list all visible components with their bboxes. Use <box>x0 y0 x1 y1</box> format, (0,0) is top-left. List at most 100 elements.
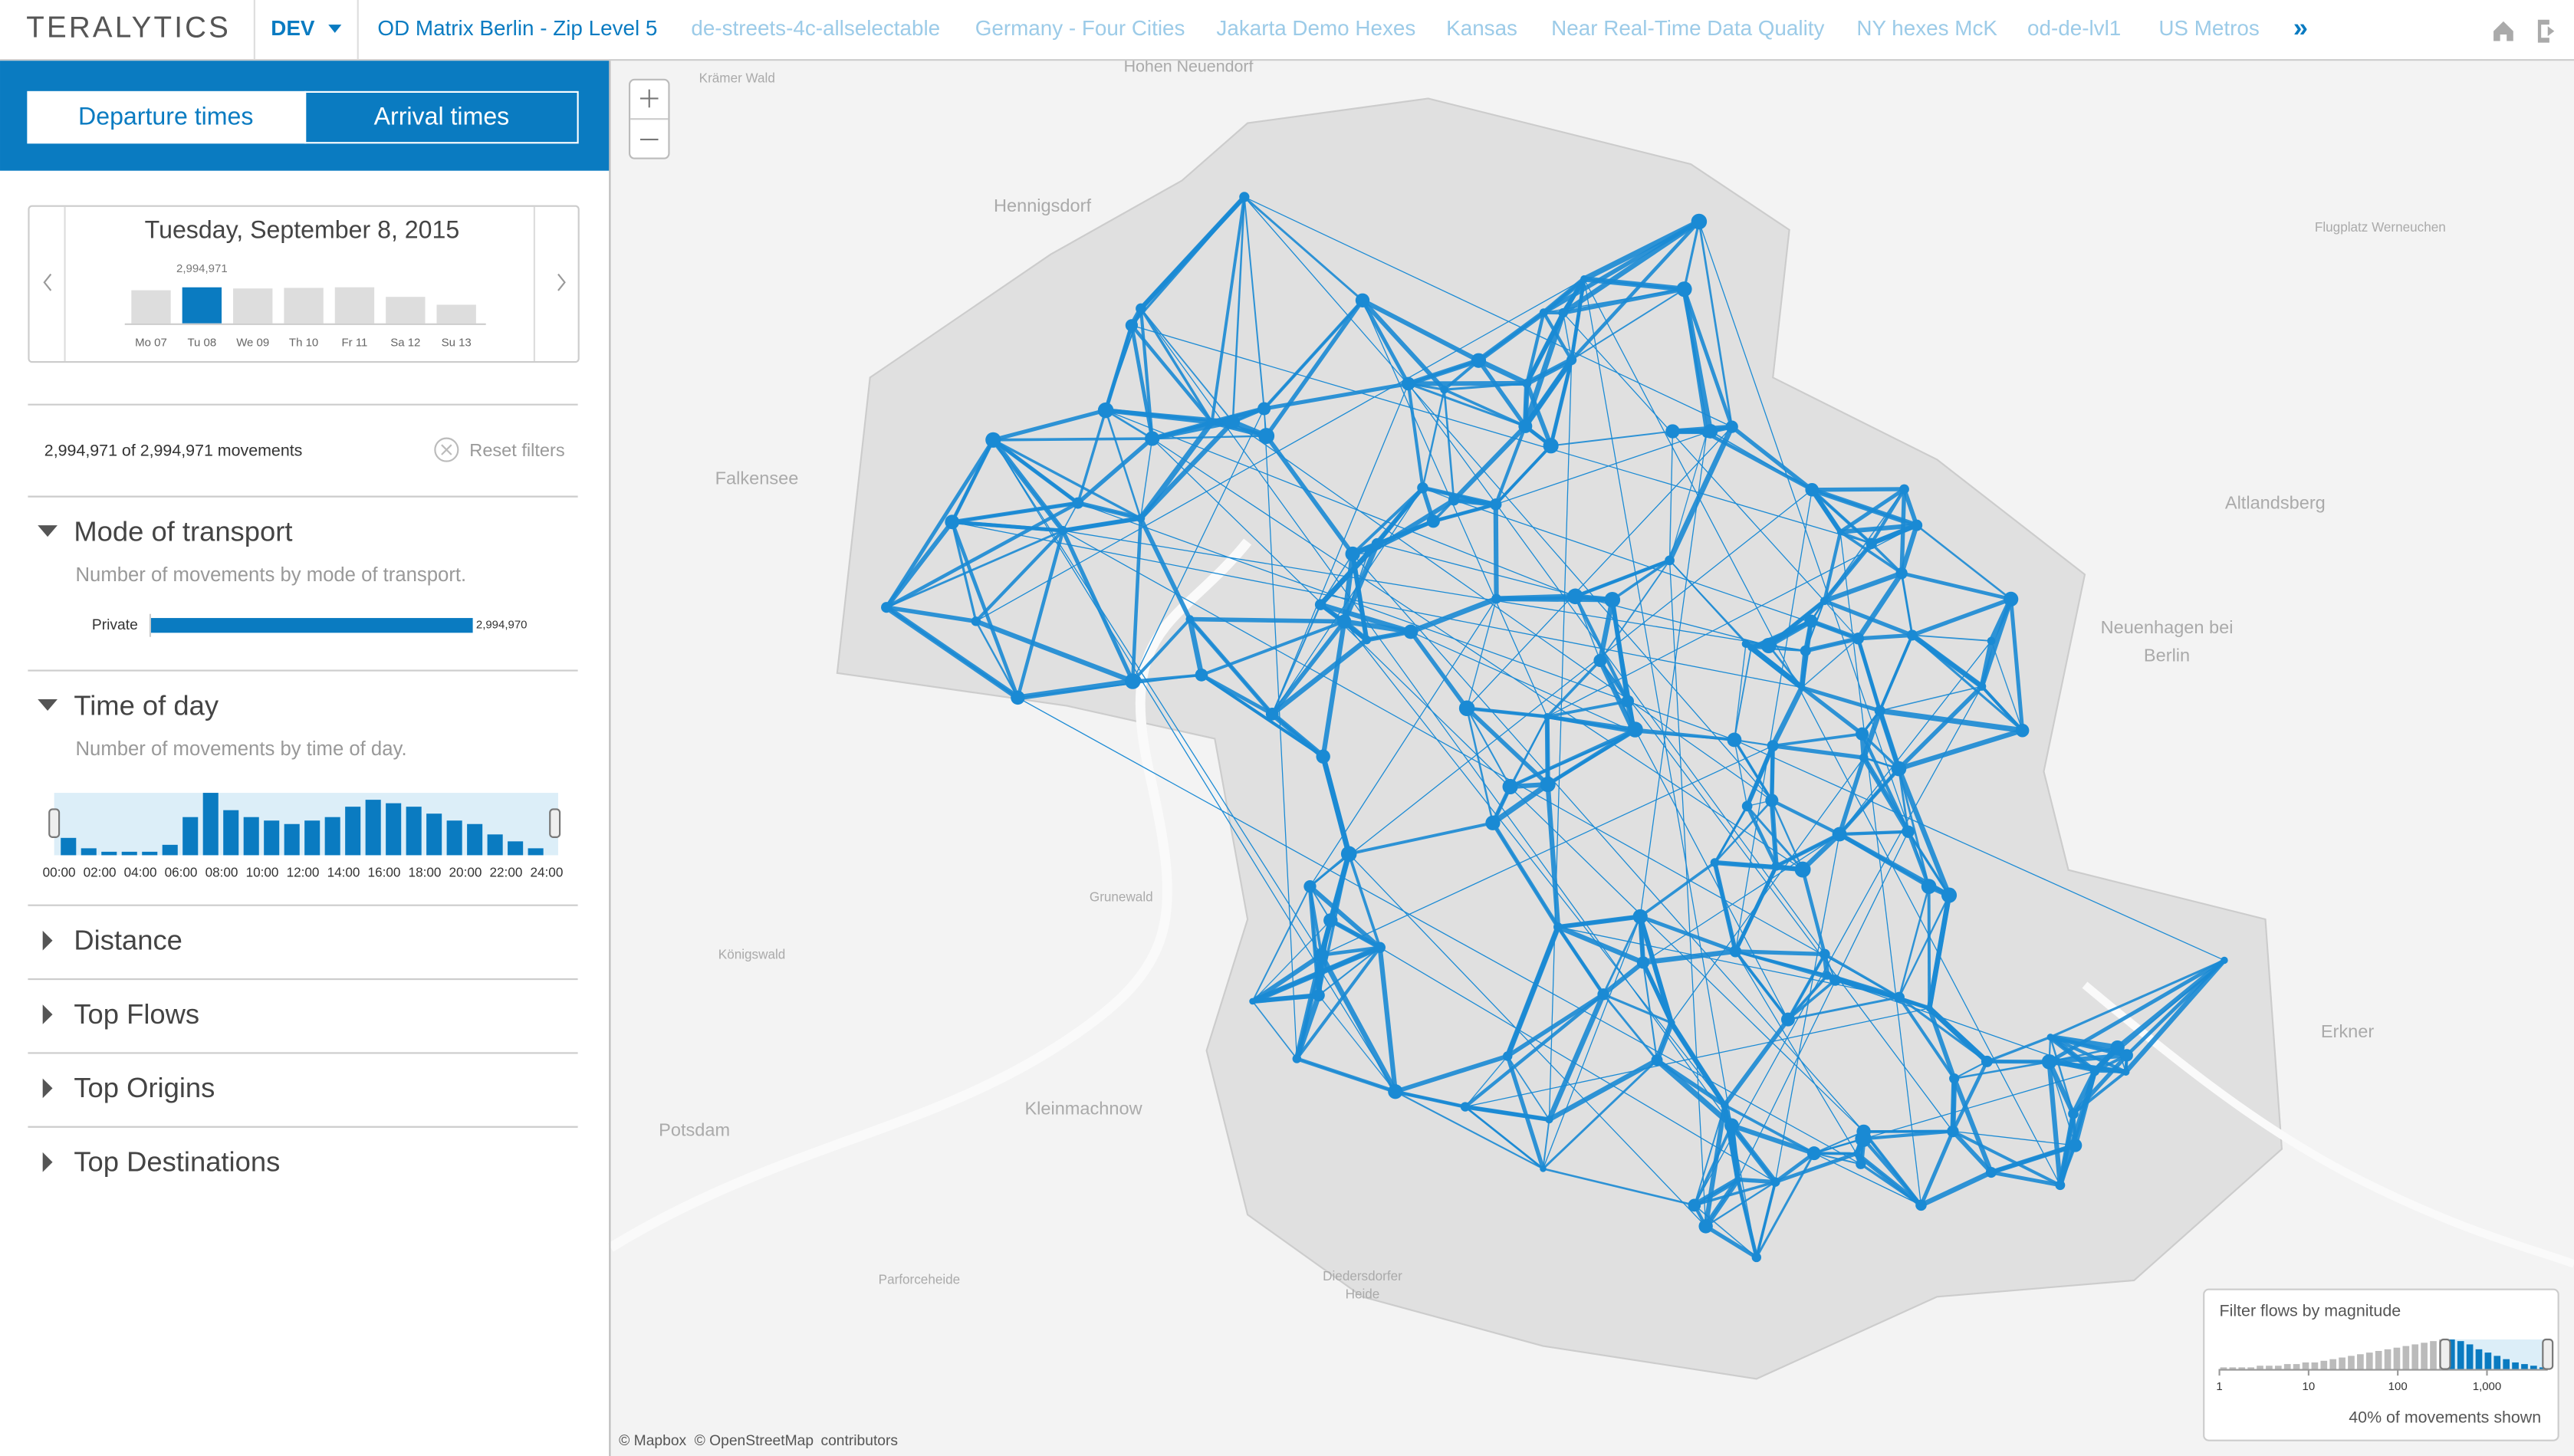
flow <box>1352 554 1865 1132</box>
day-bar[interactable] <box>386 297 426 324</box>
flow <box>1017 697 1862 1165</box>
magnitude-bar <box>2311 1362 2319 1369</box>
day-label: Sa 12 <box>390 336 420 349</box>
section-title[interactable]: Top Origins <box>74 1072 215 1103</box>
more-tabs[interactable]: » <box>2293 14 2308 43</box>
env-menu[interactable]: DEV <box>271 16 315 40</box>
toggle-departure[interactable] <box>27 90 307 144</box>
flow <box>1703 1104 1728 1227</box>
day-bar[interactable] <box>436 304 476 324</box>
magnitude-bar <box>2503 1359 2510 1369</box>
expand-caret[interactable] <box>42 1152 53 1172</box>
flow <box>1465 1007 1930 1108</box>
section-title[interactable]: Top Destinations <box>74 1146 280 1178</box>
flow <box>1550 430 1673 447</box>
node <box>1371 537 1383 550</box>
section-title[interactable]: Distance <box>74 925 182 956</box>
magnitude-bar <box>2421 1343 2428 1369</box>
day-bar[interactable] <box>131 290 171 324</box>
flow <box>1060 529 1135 682</box>
place-label: Diedersdorfer <box>1323 1269 1402 1283</box>
tab[interactable]: Germany - Four Cities <box>975 16 1185 40</box>
flow <box>1342 543 1380 623</box>
time-tick-label: 24:00 <box>531 865 564 879</box>
flow <box>1557 926 1900 998</box>
tab[interactable]: US Metros <box>2158 16 2259 40</box>
flow <box>2046 1061 2063 1186</box>
time-bar <box>223 810 239 856</box>
next-day[interactable] <box>557 273 566 291</box>
place-label: Flugplatz Werneuchen <box>2315 220 2446 235</box>
node <box>1225 415 1241 429</box>
reset-filters[interactable]: Reset filters <box>469 440 564 460</box>
toggle-arrival[interactable] <box>304 90 579 144</box>
flow <box>1642 948 1736 965</box>
node <box>2015 723 2030 738</box>
node <box>1804 614 1818 628</box>
flow <box>1188 617 1274 716</box>
flow <box>1465 706 1550 787</box>
expand-caret[interactable] <box>42 930 53 951</box>
brush-handle[interactable] <box>2439 1338 2451 1370</box>
time-tick-label: 00:00 <box>43 865 76 879</box>
day-bar[interactable] <box>334 287 375 324</box>
flow <box>1549 359 1573 446</box>
flow <box>1954 1060 1987 1080</box>
flow <box>1252 993 1320 1004</box>
tab[interactable]: od-de-lvl1 <box>2027 16 2121 40</box>
tab[interactable]: de-streets-4c-allselectable <box>691 16 940 40</box>
expand-caret[interactable] <box>42 1004 53 1024</box>
node <box>1374 942 1386 954</box>
flow <box>1668 560 1752 649</box>
zoom-in[interactable] <box>639 89 659 108</box>
section-title[interactable]: Time of day <box>74 689 219 721</box>
logout-icon[interactable] <box>2537 19 2555 43</box>
flow <box>1856 638 1882 712</box>
section-title[interactable]: Mode of transport <box>74 515 292 547</box>
node <box>1767 740 1779 752</box>
flow <box>1901 573 1913 636</box>
brush-handle[interactable] <box>48 808 61 838</box>
time-tick-label: 20:00 <box>449 865 482 879</box>
tab[interactable]: OD Matrix Berlin - Zip Level 5 <box>377 16 657 40</box>
node <box>1312 989 1325 1002</box>
flow <box>1811 487 1918 528</box>
place-label: Falkensee <box>715 468 799 488</box>
flow <box>1062 516 1142 533</box>
expand-caret[interactable] <box>42 1078 53 1099</box>
flow <box>1714 800 1773 863</box>
flow <box>1990 1143 2076 1175</box>
node <box>1522 378 1532 388</box>
node <box>1703 424 1718 439</box>
node <box>1364 550 1372 557</box>
flow <box>1767 599 1826 648</box>
time-bar <box>324 817 340 856</box>
section-title[interactable]: Top Flows <box>74 998 199 1030</box>
time-bar <box>101 851 117 856</box>
brush-handle[interactable] <box>2542 1338 2554 1370</box>
tab[interactable]: Kansas <box>1446 16 1517 40</box>
magnitude-bar <box>2484 1352 2492 1369</box>
attribution-link[interactable]: © Mapbox <box>619 1433 686 1449</box>
tab[interactable]: Jakarta Demo Hexes <box>1216 16 1415 40</box>
time-tick-label: 10:00 <box>246 865 279 879</box>
brush-handle[interactable] <box>549 808 561 838</box>
home-icon[interactable] <box>2493 21 2513 41</box>
reset-icon[interactable] <box>434 437 459 462</box>
flow <box>1557 915 1641 929</box>
flow <box>1320 621 1347 758</box>
expand-caret[interactable] <box>38 699 58 712</box>
node <box>1893 991 1905 1003</box>
day-bar[interactable] <box>284 288 324 324</box>
tab[interactable]: NY hexes McK <box>1856 16 1997 40</box>
expand-caret[interactable] <box>38 525 58 537</box>
day-bar[interactable] <box>233 288 273 324</box>
day-bar[interactable] <box>182 287 222 324</box>
attribution-link[interactable]: © OpenStreetMap <box>695 1433 814 1449</box>
node <box>1855 1130 1872 1148</box>
flow <box>1562 312 1573 360</box>
brand[interactable]: TERALYTICS <box>26 12 231 44</box>
tab[interactable]: Near Real-Time Data Quality <box>1551 16 1824 40</box>
flow <box>1681 288 1714 432</box>
prev-day[interactable] <box>43 273 52 291</box>
